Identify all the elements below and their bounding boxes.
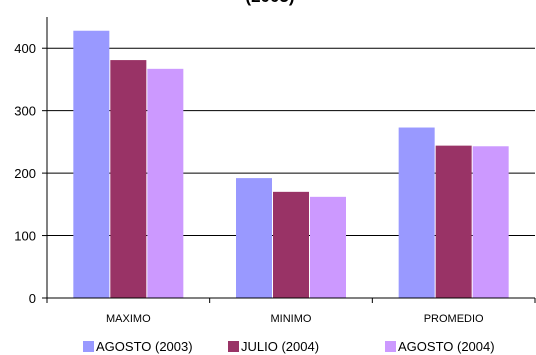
y-tick-label: 0 xyxy=(29,291,36,306)
x-category-label: MAXIMO xyxy=(106,313,151,325)
bar-promedio-series-2 xyxy=(435,145,472,298)
bar-promedio-series-3 xyxy=(472,146,509,298)
bar-promedio-series-1 xyxy=(398,127,435,298)
legend-label-2: JULIO (2004) xyxy=(241,339,319,354)
x-axis: MAXIMO MINIMO PROMEDIO xyxy=(46,297,536,325)
x-category-label: PROMEDIO xyxy=(424,313,484,325)
bar-minimo-series-2 xyxy=(273,191,309,298)
chart-title-group: (2005) xyxy=(245,0,294,6)
x-category-label: MINIMO xyxy=(271,313,312,325)
legend-swatch-3 xyxy=(385,341,396,352)
y-tick-label: 100 xyxy=(14,229,36,244)
bar-minimo-series-3 xyxy=(310,196,346,298)
chart-title: (2005) xyxy=(245,0,294,6)
bar-maximo-series-2 xyxy=(110,60,147,298)
bar-maximo-series-1 xyxy=(73,30,110,298)
bars xyxy=(73,30,509,298)
legend-label-3: AGOSTO (2004) xyxy=(398,339,495,354)
y-axis: 0 100 200 300 400 xyxy=(14,17,48,306)
y-tick-label: 400 xyxy=(14,41,36,56)
legend-swatch-1 xyxy=(83,341,94,352)
y-tick-label: 200 xyxy=(14,166,36,181)
bar-minimo-series-1 xyxy=(236,178,272,298)
legend: AGOSTO (2003) JULIO (2004) AGOSTO (2004) xyxy=(83,339,495,354)
legend-label-1: AGOSTO (2003) xyxy=(96,339,193,354)
legend-swatch-2 xyxy=(228,341,239,352)
bar-maximo-series-3 xyxy=(147,68,184,298)
y-tick-label: 300 xyxy=(14,104,36,119)
